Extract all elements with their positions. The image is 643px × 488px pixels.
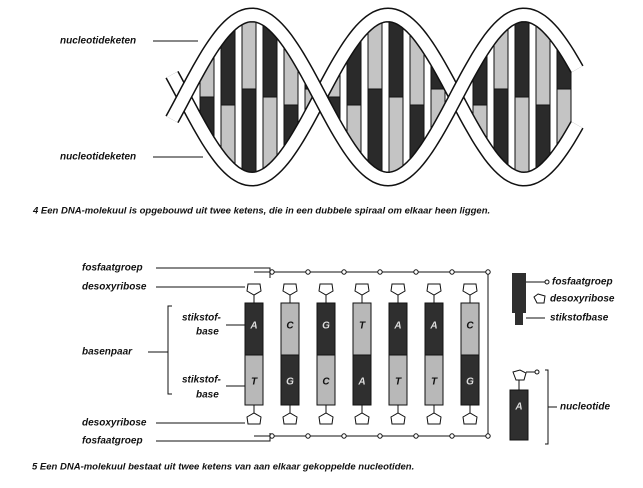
base-bar <box>388 15 404 98</box>
caption: 5 Een DNA-molekuul bestaat uit twee kete… <box>32 462 414 473</box>
base-bar <box>241 88 257 180</box>
base-bar <box>388 96 404 179</box>
base-letter: T <box>431 377 438 388</box>
base <box>244 354 264 406</box>
phosphate <box>449 433 455 439</box>
label: stikstof- <box>182 375 222 386</box>
phosphate <box>305 269 311 275</box>
sugar <box>318 283 334 296</box>
strand <box>166 8 583 186</box>
phosphate <box>413 433 419 439</box>
phosphate <box>377 269 383 275</box>
phosphate <box>485 433 491 439</box>
base-bar <box>241 14 257 90</box>
pointer-line <box>156 433 271 442</box>
sugar <box>354 283 370 296</box>
label: basenpaar <box>82 347 133 358</box>
base-letter: G <box>286 377 294 388</box>
dna-helix <box>165 7 584 187</box>
legend-base <box>509 389 529 441</box>
base <box>424 354 444 406</box>
label: stikstof- <box>182 313 222 324</box>
phosphate <box>449 269 455 275</box>
sugar <box>318 412 334 425</box>
label: desoxyribose <box>82 418 147 429</box>
phosphate <box>341 269 347 275</box>
phosphate <box>305 433 311 439</box>
sugar <box>390 283 406 296</box>
phosphate <box>485 269 491 275</box>
phosphate <box>341 433 347 439</box>
sugar <box>533 293 546 304</box>
caption: 4 Een DNA-molekuul is opgebouwd uit twee… <box>32 206 490 217</box>
strand <box>166 8 583 186</box>
sugar <box>462 412 478 425</box>
label: base <box>196 327 219 338</box>
base <box>316 354 336 406</box>
strand-label: nucleotideketen <box>60 152 136 163</box>
sugar <box>426 283 442 296</box>
strand-label: nucleotideketen <box>60 36 136 47</box>
legend-label: desoxyribose <box>550 294 615 305</box>
legend-base <box>515 313 523 325</box>
sugar <box>246 283 262 296</box>
base-letter: G <box>466 377 474 388</box>
sugar <box>246 412 262 425</box>
phosphate <box>413 269 419 275</box>
base-letter: C <box>466 321 474 332</box>
base-letter: T <box>251 377 258 388</box>
phosphate <box>534 369 540 375</box>
bracket <box>167 305 172 395</box>
base-letter: A <box>514 402 522 413</box>
base-bar <box>514 96 530 180</box>
sugar <box>512 369 527 381</box>
legend-label: nucleotide <box>560 402 610 413</box>
sugar <box>390 412 406 425</box>
base-letter: T <box>395 377 402 388</box>
base-letter: T <box>359 321 366 332</box>
sugar <box>282 412 298 425</box>
pointer-line <box>156 267 271 278</box>
base-letter: A <box>429 321 437 332</box>
base <box>388 354 408 406</box>
sugar <box>426 412 442 425</box>
bracket <box>545 369 549 445</box>
sugar <box>282 283 298 296</box>
base-bar <box>514 14 530 98</box>
base <box>460 354 480 406</box>
legend-base <box>512 273 526 313</box>
legend-label: stikstofbase <box>550 313 609 324</box>
phosphate <box>377 433 383 439</box>
dna-ladder: A T C G G C T A A T A T C G <box>244 269 491 439</box>
base <box>352 354 372 406</box>
base-letter: A <box>357 377 365 388</box>
base-letter: G <box>322 321 330 332</box>
label: fosfaatgroep <box>82 263 143 274</box>
base-letter: A <box>393 321 401 332</box>
label: base <box>196 390 219 401</box>
sugar <box>462 283 478 296</box>
label: fosfaatgroep <box>82 436 143 447</box>
sugar <box>354 412 370 425</box>
phosphate <box>544 279 550 285</box>
base-letter: A <box>249 321 257 332</box>
base-letter: C <box>286 321 294 332</box>
legend-label: fosfaatgroep <box>552 277 613 288</box>
base-letter: C <box>322 377 330 388</box>
base <box>280 354 300 406</box>
label: desoxyribose <box>82 282 147 293</box>
